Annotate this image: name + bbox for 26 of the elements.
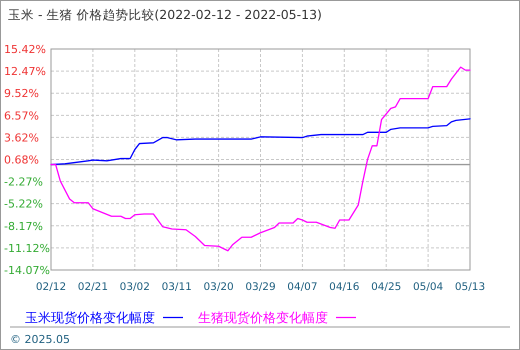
y-tick-label: 15.42% — [4, 43, 46, 56]
y-tick-label: -5.22% — [4, 198, 43, 211]
legend-label: 玉米现货价格变化幅度 — [25, 310, 155, 326]
y-tick-label: -2.27% — [4, 176, 43, 189]
y-tick-label: -8.17% — [4, 220, 43, 233]
x-tick-label: 05/13 — [454, 281, 486, 293]
x-tick-label: 04/07 — [287, 281, 318, 293]
y-tick-label: -14.07% — [4, 264, 50, 277]
chart-title: 玉米 - 生猪 价格趋势比较(2022-02-12 - 2022-05-13) — [8, 7, 322, 22]
x-tick-label: 03/20 — [203, 281, 234, 293]
x-tick-label: 03/02 — [120, 281, 150, 293]
y-tick-label: 9.52% — [4, 87, 39, 100]
text: © 2025.05 — [10, 333, 70, 346]
y-tick-label: -11.12% — [4, 242, 50, 255]
x-tick-label: 05/04 — [412, 281, 444, 293]
y-tick-label: 6.57% — [4, 109, 39, 122]
x-tick-label: 03/11 — [162, 281, 192, 293]
x-tick-label: 03/29 — [245, 281, 276, 293]
x-tick-label: 04/16 — [329, 281, 360, 293]
x-tick-label: 02/12 — [36, 281, 66, 293]
y-tick-label: 0.68% — [4, 153, 39, 166]
y-tick-label: 3.62% — [4, 131, 39, 144]
x-tick-label: 04/25 — [371, 281, 402, 293]
y-tick-label: 12.47% — [4, 65, 46, 78]
x-tick-label: 02/21 — [78, 281, 108, 293]
legend-label: 生猪现货价格变化幅度 — [198, 310, 328, 326]
